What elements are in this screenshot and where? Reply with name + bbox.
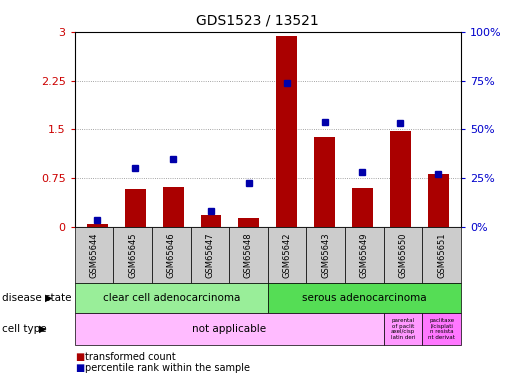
- Text: not applicable: not applicable: [192, 324, 266, 334]
- Bar: [125, 189, 146, 227]
- Text: parental
of paclit
axel/cisp
latin deri: parental of paclit axel/cisp latin deri: [391, 318, 415, 340]
- Bar: [87, 224, 108, 227]
- Text: GDS1523 / 13521: GDS1523 / 13521: [196, 13, 319, 27]
- Text: GSM65648: GSM65648: [244, 232, 253, 278]
- Text: GSM65651: GSM65651: [437, 232, 446, 278]
- Bar: [277, 36, 297, 227]
- Bar: [428, 174, 449, 227]
- Bar: [314, 137, 335, 227]
- Text: GSM65647: GSM65647: [205, 232, 214, 278]
- Text: GSM65649: GSM65649: [360, 232, 369, 278]
- Bar: [163, 187, 183, 227]
- Text: GSM65645: GSM65645: [128, 232, 137, 278]
- Text: GSM65644: GSM65644: [90, 232, 98, 278]
- Text: ■: ■: [75, 363, 84, 373]
- Bar: [352, 188, 373, 227]
- Text: cell type: cell type: [2, 324, 46, 334]
- Text: GSM65642: GSM65642: [283, 232, 291, 278]
- Text: ▶: ▶: [39, 324, 46, 334]
- Text: percentile rank within the sample: percentile rank within the sample: [85, 363, 250, 373]
- Text: ▶: ▶: [45, 293, 53, 303]
- Text: GSM65646: GSM65646: [167, 232, 176, 278]
- Text: clear cell adenocarcinoma: clear cell adenocarcinoma: [102, 293, 240, 303]
- Bar: [390, 131, 411, 227]
- Text: GSM65643: GSM65643: [321, 232, 330, 278]
- Text: paclitaxe
l/cisplati
n resista
nt derivat: paclitaxe l/cisplati n resista nt deriva…: [428, 318, 455, 340]
- Text: ■: ■: [75, 352, 84, 362]
- Bar: [200, 215, 221, 227]
- Text: disease state: disease state: [2, 293, 71, 303]
- Text: serous adenocarcinoma: serous adenocarcinoma: [302, 293, 426, 303]
- Text: GSM65650: GSM65650: [399, 232, 407, 278]
- Bar: [238, 218, 259, 227]
- Text: transformed count: transformed count: [85, 352, 176, 362]
